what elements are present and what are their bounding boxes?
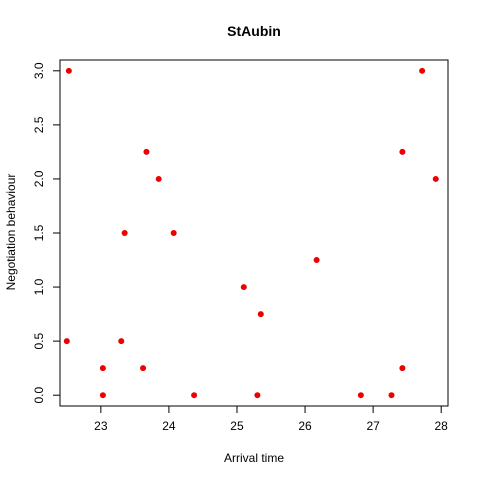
x-tick-label: 24 [162, 419, 176, 433]
x-axis-label: Arrival time [224, 451, 284, 465]
data-point [155, 175, 162, 182]
x-tick-label: 27 [366, 419, 380, 433]
y-tick-label: 1.0 [32, 278, 46, 295]
data-point [118, 338, 125, 345]
data-point [121, 230, 128, 236]
y-tick-label: 2.0 [32, 170, 46, 187]
data-point [399, 365, 406, 372]
data-point [99, 392, 106, 399]
y-tick-label: 1.5 [32, 224, 46, 241]
data-point [240, 284, 247, 291]
chart-title: StAubin [227, 23, 281, 39]
data-point [254, 392, 261, 399]
data-point [357, 392, 364, 399]
y-axis: 0.0 0.5 1.0 1.5 2.0 2.5 3.0 [32, 62, 60, 404]
data-point [432, 175, 439, 182]
data-point [65, 67, 72, 74]
data-point [419, 67, 426, 74]
x-tick-label: 25 [230, 419, 244, 433]
x-tick-label: 28 [435, 419, 449, 433]
y-tick-label: 3.0 [32, 62, 46, 79]
data-point [63, 338, 70, 345]
data-point [399, 148, 406, 155]
data-point [313, 257, 320, 264]
data-point [257, 311, 264, 318]
y-tick-label: 2.5 [32, 116, 46, 133]
data-point [99, 365, 106, 372]
y-axis-label: Negotiation behaviour [4, 174, 18, 291]
y-tick-label: 0.5 [32, 332, 46, 349]
x-tick-label: 23 [94, 419, 108, 433]
data-points [63, 67, 439, 399]
data-point [191, 392, 198, 399]
x-axis: 23 24 25 26 27 28 [94, 406, 448, 433]
data-point [388, 392, 395, 399]
data-point [170, 230, 177, 236]
y-tick-label: 0.0 [32, 387, 46, 404]
data-point [140, 365, 147, 372]
plot-frame [59, 59, 449, 407]
x-tick-label: 26 [298, 419, 312, 433]
data-point [143, 148, 150, 155]
